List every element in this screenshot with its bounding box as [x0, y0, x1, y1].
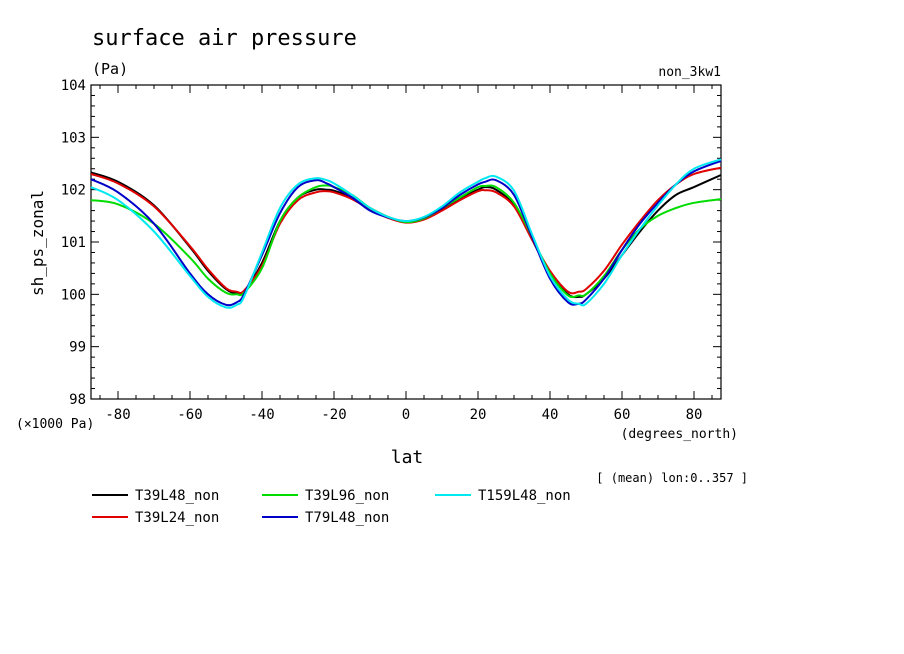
legend-label: T159L48_non: [478, 488, 571, 504]
y-scale-label: (×1000 Pa): [16, 417, 94, 432]
axis-ticks: [91, 84, 721, 400]
series-line-t39l48-non: [90, 171, 722, 299]
y-tick-label: 104: [61, 78, 86, 94]
y-tick-labels: 98 99 100 101 102 103 104: [61, 78, 86, 408]
x-tick-label: 0: [402, 407, 410, 423]
y-tick-label: 100: [61, 287, 86, 303]
x-tick-label: 80: [686, 407, 703, 423]
x-units-label: (degrees_north): [621, 427, 738, 442]
averaging-note: [ (mean) lon:0..357 ]: [596, 471, 748, 485]
x-tick-label: -60: [177, 407, 202, 423]
legend-label: T39L48_non: [135, 488, 219, 504]
x-tick-label: -20: [321, 407, 346, 423]
chart-title: surface air pressure: [92, 26, 357, 51]
y-tick-label: 98: [69, 392, 86, 408]
x-tick-label: 20: [470, 407, 487, 423]
series-line-t39l24-non: [90, 166, 722, 295]
x-tick-labels: -80 -60 -40 -20 0 20 40 60 80: [105, 407, 702, 423]
x-tick-label: -80: [105, 407, 130, 423]
legend-label: T39L24_non: [135, 510, 219, 526]
x-tick-label: 60: [614, 407, 631, 423]
x-axis-label: lat: [391, 447, 424, 468]
series-lines: [90, 158, 722, 309]
y-tick-label: 101: [61, 235, 86, 251]
x-tick-label: 40: [542, 407, 559, 423]
series-line-t159l48-non: [90, 158, 722, 309]
legend-label: T39L96_non: [305, 488, 389, 504]
legend: T39L48_non T39L24_non T39L96_non T79L48_non…: [92, 488, 571, 526]
y-axis-label: sh_ps_zonal: [28, 190, 47, 296]
x-tick-label: -40: [249, 407, 274, 423]
y-tick-label: 103: [61, 130, 86, 146]
experiment-label: non_3kw1: [658, 65, 721, 80]
series-line-t79l48-non: [90, 159, 722, 307]
chart-units: (Pa): [92, 60, 128, 78]
y-tick-label: 99: [69, 340, 86, 356]
legend-label: T79L48_non: [305, 510, 389, 526]
y-tick-label: 102: [61, 183, 86, 199]
